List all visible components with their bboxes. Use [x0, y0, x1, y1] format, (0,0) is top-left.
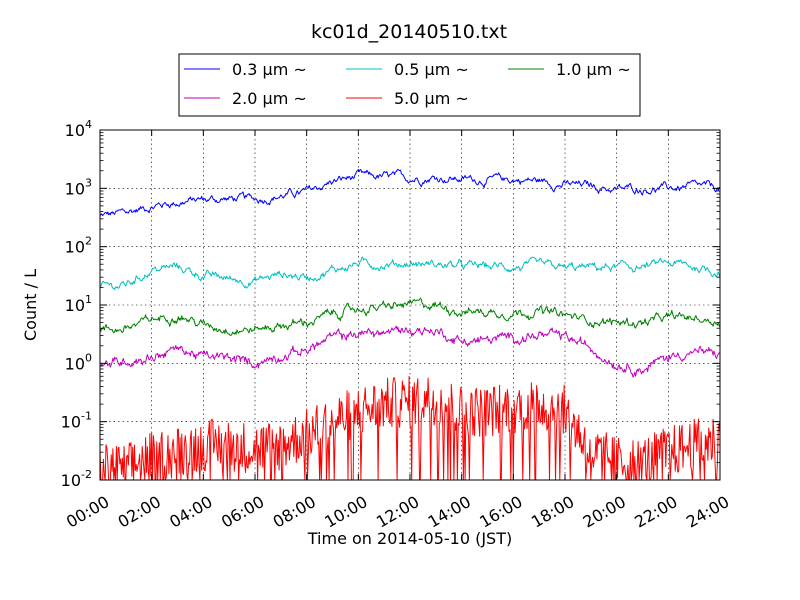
y-tick-label: 102: [65, 235, 92, 257]
x-tick-label: 18:00: [528, 492, 577, 532]
legend-label: 0.5 μm ~: [394, 60, 469, 79]
x-tick-label: 00:00: [63, 492, 112, 532]
series-line: [99, 256, 721, 291]
x-tick-label: 02:00: [115, 492, 164, 532]
y-axis-label: Count / L: [21, 269, 40, 341]
x-tick-label: 16:00: [476, 492, 525, 532]
series-line: [99, 297, 721, 336]
y-tick-label: 100: [65, 351, 92, 373]
series-line: [99, 375, 721, 481]
grid: [100, 130, 720, 480]
y-tick-label: 103: [65, 176, 92, 198]
x-tick-label: 08:00: [270, 492, 319, 532]
series-line: [99, 325, 721, 378]
x-tick-label: 22:00: [631, 492, 680, 532]
y-tick-label: 104: [65, 118, 92, 140]
x-axis-label: Time on 2014-05-10 (JST): [307, 529, 512, 548]
y-tick-labels: 10-2 10-1 100 101 102 103 104: [61, 118, 92, 490]
x-tick-label: 20:00: [580, 492, 629, 532]
x-tick-label: 10:00: [321, 492, 370, 532]
x-tick-label: 04:00: [166, 492, 215, 532]
x-tick-labels: 00:00 02:00 04:00 06:00 08:00 10:00 12:00 14:00…: [63, 492, 732, 532]
series-line: [99, 168, 721, 217]
x-tick-label: 24:00: [683, 492, 732, 532]
y-tick-label: 101: [65, 293, 92, 315]
chart-title: kc01d_20140510.txt: [311, 21, 507, 43]
y-tick-label: 10-1: [61, 410, 92, 432]
ticks: [99, 129, 721, 481]
y-tick-label: 10-2: [61, 468, 92, 490]
legend: 0.3 μm ~ 0.5 μm ~ 1.0 μm ~ 2.0 μm ~ 5.0 μm ~: [178, 53, 641, 117]
legend-label: 1.0 μm ~: [556, 60, 631, 79]
x-tick-label: 06:00: [218, 492, 267, 532]
legend-box: [178, 53, 641, 117]
legend-label: 5.0 μm ~: [394, 89, 469, 108]
x-tick-label: 12:00: [373, 492, 422, 532]
series-layer: [99, 168, 721, 481]
legend-label: 2.0 μm ~: [232, 89, 307, 108]
legend-label: 0.3 μm ~: [232, 60, 307, 79]
x-tick-label: 14:00: [425, 492, 474, 532]
